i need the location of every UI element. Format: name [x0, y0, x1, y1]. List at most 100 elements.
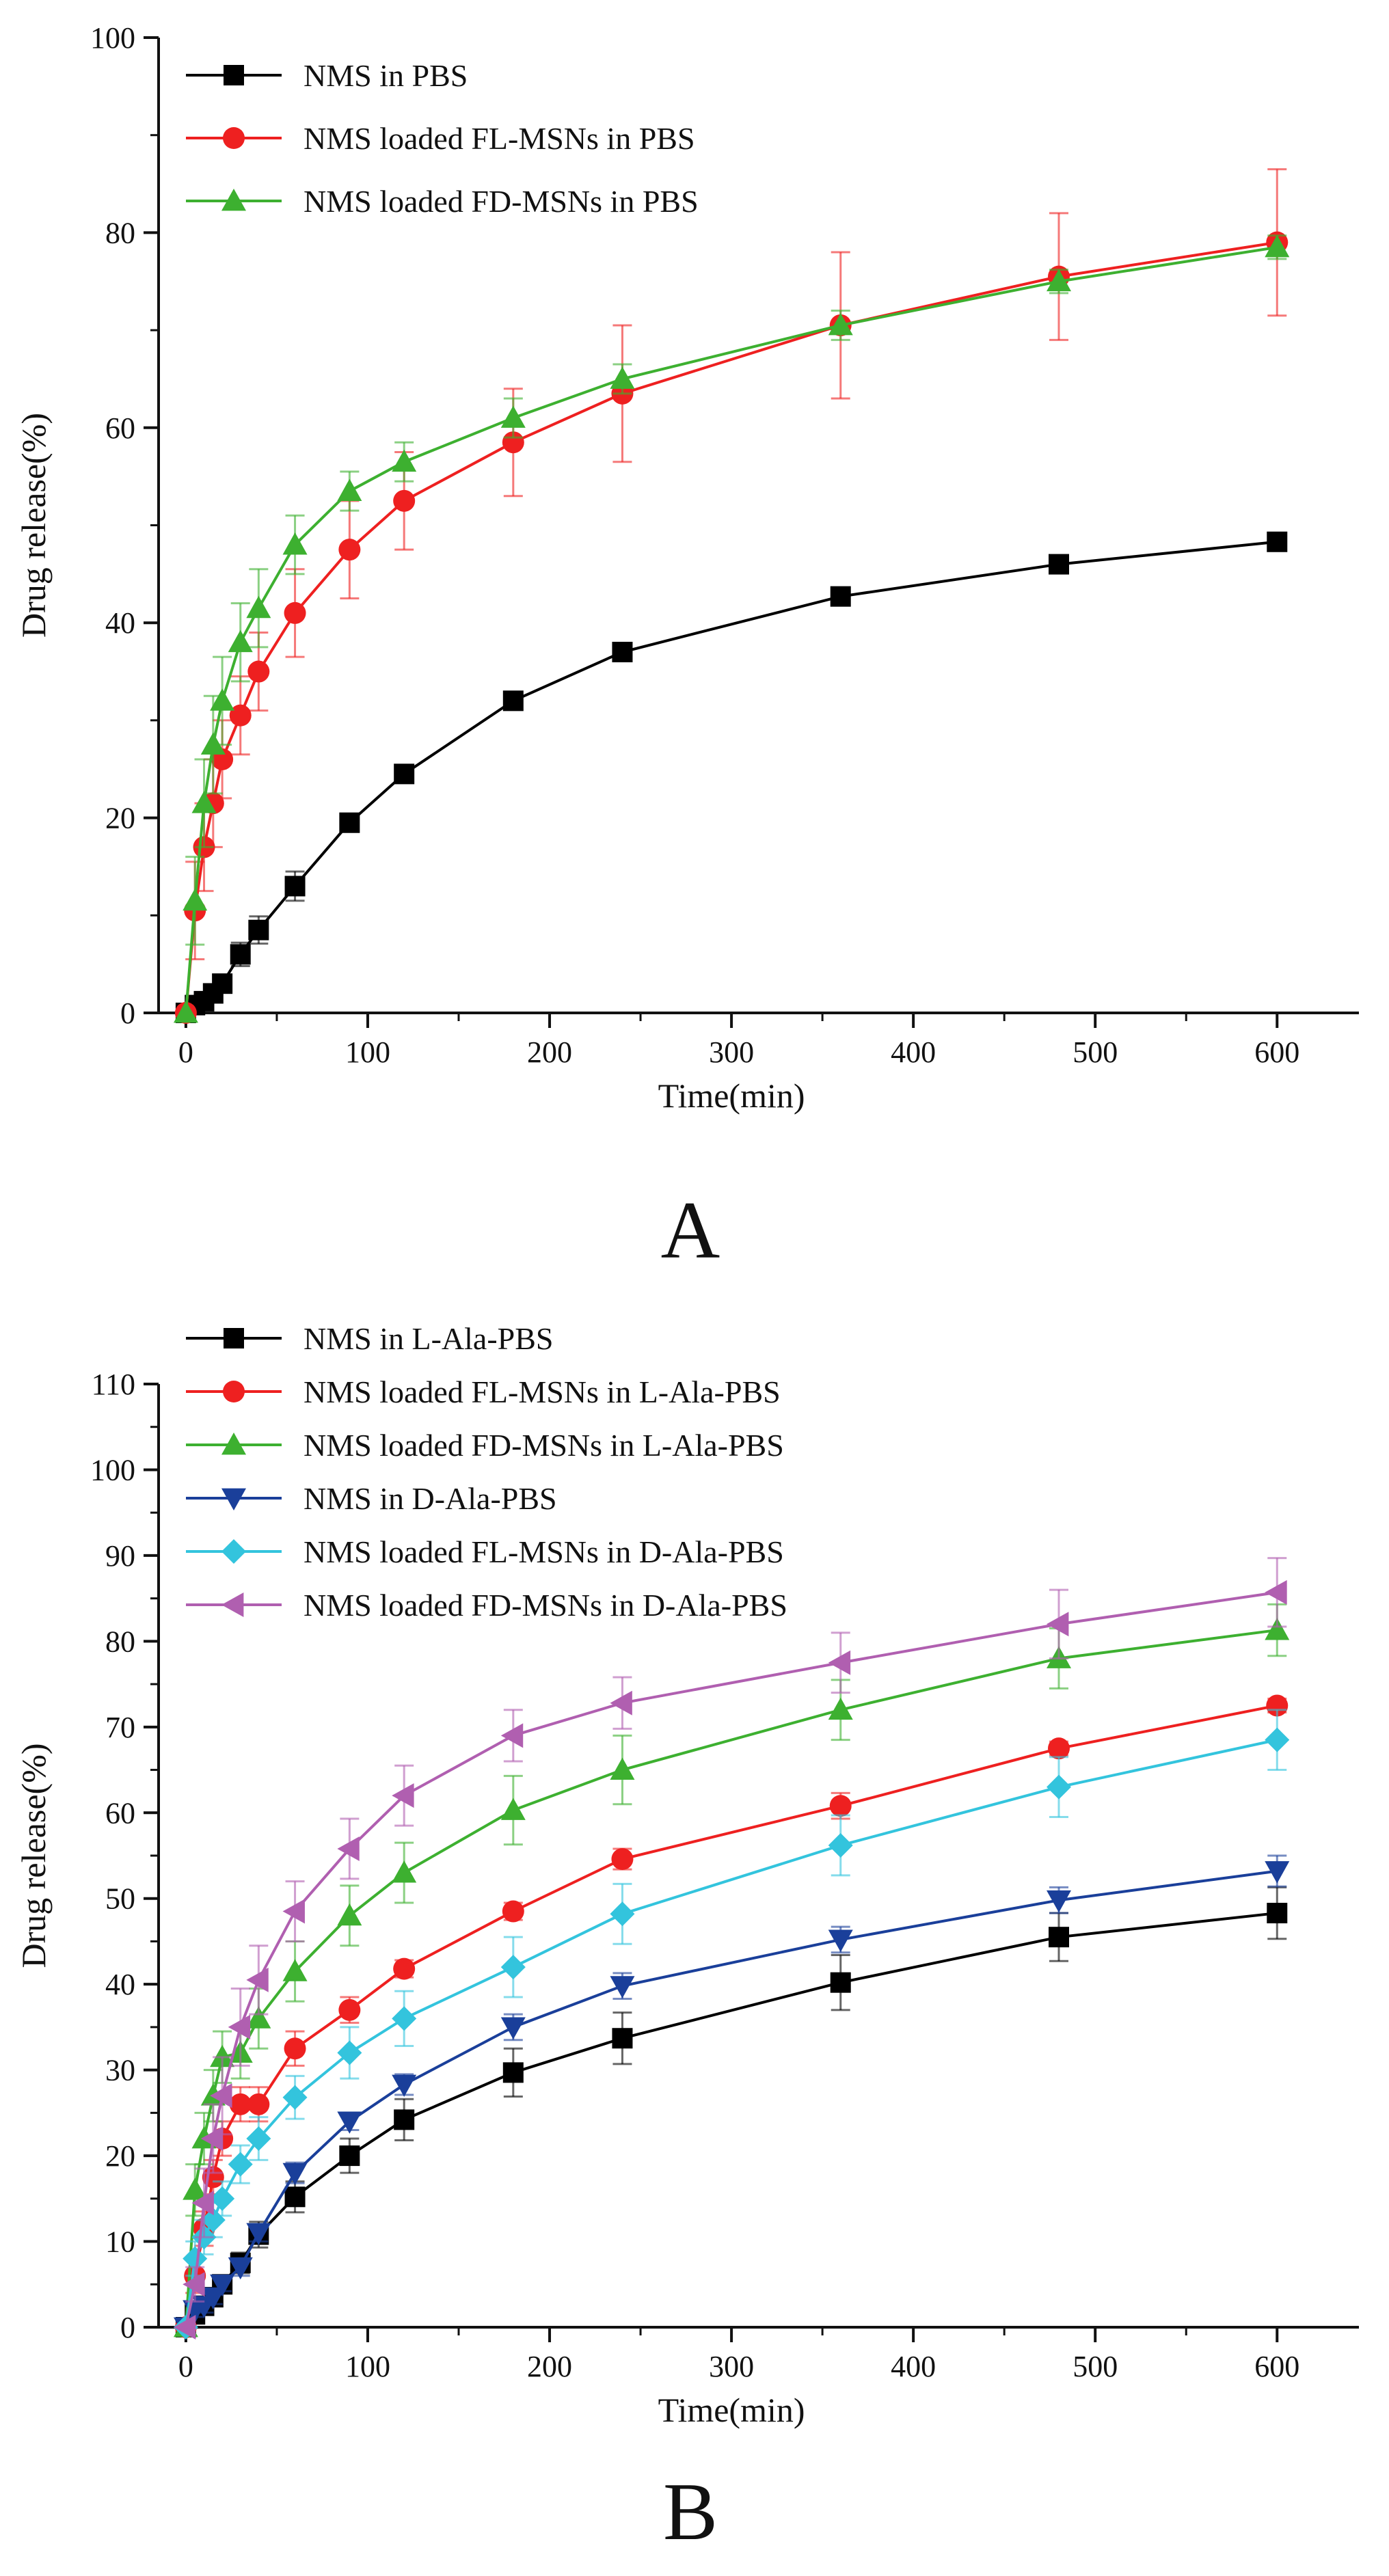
data-point — [610, 1757, 635, 1780]
data-point — [612, 642, 633, 663]
data-point — [394, 2109, 415, 2130]
panel-label: B — [663, 2466, 718, 2557]
y-tick-label: 30 — [105, 2054, 135, 2087]
data-point — [210, 2274, 235, 2297]
x-tick-label: 200 — [527, 1035, 572, 1069]
data-point — [229, 704, 252, 727]
data-point — [183, 888, 208, 911]
x-tick-label: 400 — [891, 2350, 936, 2383]
legend-marker — [224, 65, 244, 85]
data-point — [828, 1929, 853, 1952]
series-2 — [174, 168, 1289, 1024]
y-tick-label: 10 — [105, 2225, 135, 2259]
data-point — [337, 478, 362, 501]
data-point — [339, 2145, 360, 2167]
legend-label: NMS loaded FL-MSNs in L-Ala-PBS — [304, 1374, 781, 1409]
y-tick-label: 40 — [105, 606, 135, 640]
data-point — [183, 2178, 208, 2200]
y-axis-title: Drug release(%) — [14, 1744, 53, 1968]
data-point — [393, 489, 416, 512]
data-point — [1266, 1694, 1289, 1717]
y-axis-title: Drug release(%) — [14, 413, 53, 638]
data-point — [337, 1903, 362, 1926]
y-tick-label: 70 — [105, 1711, 135, 1744]
x-axis-title: Time(min) — [658, 1076, 805, 1115]
data-point — [210, 2186, 235, 2211]
data-point — [282, 1899, 305, 1924]
legend-label: NMS in L-Ala-PBS — [304, 1321, 553, 1356]
data-point — [210, 2083, 232, 2109]
y-tick-label: 100 — [90, 1453, 135, 1487]
data-point — [610, 1976, 635, 1998]
data-point — [392, 1860, 417, 1883]
data-point — [1048, 1737, 1070, 1760]
y-tick-label: 0 — [120, 2311, 135, 2344]
data-point — [284, 876, 306, 897]
data-point — [338, 539, 361, 561]
data-point — [830, 586, 851, 607]
data-point — [1047, 1774, 1071, 1800]
data-point — [228, 2257, 253, 2280]
series-line — [184, 245, 1278, 1014]
data-point — [200, 2287, 226, 2310]
data-point — [830, 1972, 851, 1993]
data-point — [246, 595, 271, 619]
legend-marker — [224, 1328, 244, 1348]
data-point — [1265, 234, 1290, 258]
data-point — [500, 1955, 526, 1980]
legend-marker — [223, 1381, 245, 1402]
series-1 — [175, 531, 1288, 1023]
data-point — [829, 1795, 852, 1817]
data-point — [282, 2163, 308, 2186]
data-point — [212, 973, 233, 994]
data-point — [500, 405, 526, 428]
legend-label: NMS loaded FL-MSNs in PBS — [304, 121, 695, 156]
data-point — [1047, 1612, 1069, 1637]
data-point — [200, 2126, 224, 2151]
data-point — [210, 688, 235, 711]
series-6 — [173, 1557, 1287, 2340]
data-point — [282, 532, 308, 555]
series-line — [184, 1629, 1278, 2328]
data-point — [229, 2093, 252, 2115]
legend-label: NMS loaded FD-MSNs in PBS — [304, 184, 699, 219]
data-point — [610, 1901, 635, 1927]
x-tick-label: 500 — [1073, 1035, 1118, 1069]
legend-marker — [221, 1592, 244, 1617]
data-point — [394, 763, 415, 785]
y-tick-label: 60 — [105, 1796, 135, 1830]
legend-marker — [221, 1539, 246, 1564]
legend-label: NMS loaded FL-MSNs in D-Ala-PBS — [304, 1534, 784, 1569]
y-tick-label: 80 — [105, 1625, 135, 1658]
data-point — [612, 2028, 633, 2049]
data-point — [1267, 1903, 1288, 1924]
data-point — [173, 1001, 198, 1023]
data-point — [247, 2093, 270, 2115]
data-point — [246, 1967, 269, 1992]
data-point — [1265, 1861, 1290, 1884]
data-point — [1049, 1927, 1069, 1948]
y-tick-label: 90 — [105, 1539, 135, 1573]
legend-marker — [221, 1488, 246, 1510]
data-point — [1265, 1580, 1287, 1605]
series-line — [184, 1590, 1278, 2328]
data-point — [1047, 269, 1071, 292]
data-point — [284, 2037, 306, 2060]
legend-entry: NMS loaded FL-MSNs in D-Ala-PBS — [186, 1534, 784, 1569]
data-point — [230, 944, 251, 965]
data-point — [1267, 531, 1288, 552]
data-point — [1049, 554, 1069, 575]
data-point — [611, 1848, 634, 1871]
data-point — [191, 2191, 214, 2216]
series-2 — [174, 1694, 1289, 2338]
data-point — [500, 1798, 526, 1820]
data-point — [173, 2315, 196, 2340]
data-point — [502, 690, 524, 711]
data-point — [183, 2272, 205, 2297]
data-point — [338, 1998, 361, 2021]
legend-marker — [223, 127, 245, 149]
chart-panel-b: 0 100 200 300 400 500 600 0 10 20 30 40 50 60 70 80 90 10… — [14, 1321, 1359, 2557]
legend-entry: NMS loaded FL-MSNs in L-Ala-PBS — [186, 1374, 781, 1409]
data-point — [191, 791, 217, 813]
x-tick-label: 300 — [709, 2350, 754, 2383]
